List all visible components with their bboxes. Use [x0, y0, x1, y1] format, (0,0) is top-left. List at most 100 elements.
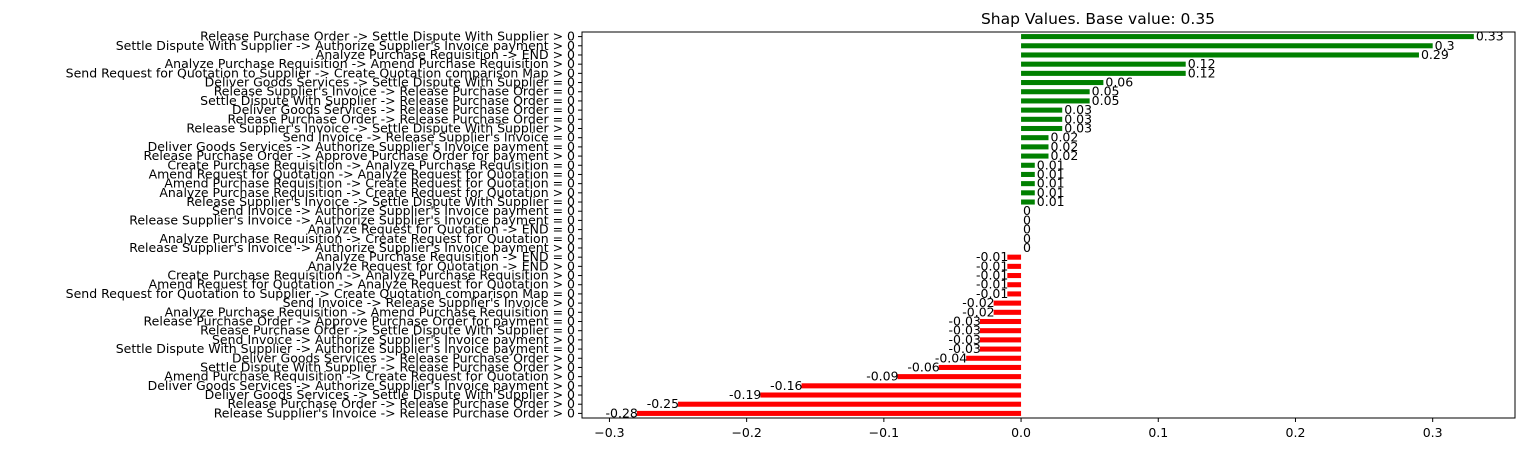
bar-value-label: 0.01 — [1037, 166, 1065, 181]
bar-value-label: 0.03 — [1064, 102, 1092, 117]
y-tick-label: Send Invoice -> Authorize Supplier's Inv… — [212, 332, 575, 347]
y-tick-label: Send Request for Quotation to Supplier -… — [66, 286, 575, 301]
bar — [1007, 273, 1022, 279]
y-tick-label: Amend Purchase Requisition -> Create Req… — [164, 176, 575, 191]
y-tick-label: Amend Request for Quotation -> Analyze R… — [149, 166, 575, 181]
bar-value-label: 0 — [1023, 203, 1031, 218]
bar-value-label: 0 — [1023, 240, 1031, 255]
y-tick-label: Analyze Purchase Requisition -> END = 0 — [316, 249, 575, 264]
bar-value-label: 0 — [1023, 222, 1031, 237]
y-tick-label: Send Request for Quotation to Supplier -… — [66, 65, 575, 80]
y-tick-label: Analyze Purchase Requisition -> Amend Pu… — [165, 304, 575, 319]
bar-value-label: 0.01 — [1037, 185, 1065, 200]
bar-value-label: 0.03 — [1064, 121, 1092, 136]
bar-value-label: -0.01 — [976, 286, 1008, 301]
bar-value-label: -0.28 — [606, 405, 638, 420]
y-tick-label: Release Purchase Order -> Approve Purcha… — [144, 148, 575, 163]
bar — [966, 355, 1022, 361]
bar-value-label: 0.02 — [1051, 148, 1079, 163]
bar — [993, 300, 1022, 306]
bar — [979, 346, 1022, 352]
bar-value-label: -0.09 — [866, 369, 898, 384]
bar — [1021, 89, 1090, 95]
x-tick-label: −0.1 — [869, 425, 899, 440]
y-tick-label: Release Purchase Order -> Release Purcha… — [228, 111, 575, 126]
y-tick-label: Release Supplier's Invoice -> Release Pu… — [214, 405, 575, 420]
y-tick-label: Release Supplier's Invoice -> Authorize … — [129, 212, 575, 227]
y-tick-label: Deliver Goods Services -> Authorize Supp… — [148, 139, 575, 154]
x-tick-label: −0.2 — [731, 425, 761, 440]
bars-layer — [636, 34, 1474, 416]
y-tick-label: Send Invoice -> Authorize Supplier's Inv… — [212, 203, 575, 218]
bar — [1021, 199, 1035, 205]
y-tick-label: Release Purchase Order -> Settle Dispute… — [200, 323, 575, 338]
bar — [636, 410, 1022, 416]
y-tick-label: Settle Dispute With Supplier -> Release … — [200, 359, 575, 374]
bar — [1021, 162, 1035, 168]
bar — [1021, 125, 1063, 132]
bar — [1021, 107, 1063, 113]
bar-value-label: 0.33 — [1476, 29, 1504, 44]
y-tick-label: Analyze Purchase Requisition -> Create R… — [159, 185, 575, 200]
y-tick-label: Settle Dispute With Supplier -> Authoriz… — [116, 341, 575, 356]
bar — [1021, 181, 1035, 187]
y-tick-label: Send Invoice -> Release Supplier's Invoi… — [283, 130, 575, 145]
bar-value-label: -0.01 — [976, 258, 1008, 273]
y-tick-labels: Release Purchase Order -> Settle Dispute… — [66, 29, 582, 420]
y-tick-label: Create Purchase Requisition -> Analyze P… — [167, 268, 575, 283]
bar — [897, 374, 1022, 380]
y-tick-label: Deliver Goods Services -> Settle Dispute… — [205, 75, 575, 90]
bar-value-label: 0.01 — [1037, 157, 1065, 172]
y-tick-label: Analyze Purchase Requisition -> Create R… — [159, 231, 575, 246]
bar-value-label: -0.01 — [976, 249, 1008, 264]
x-tick-label: 0.3 — [1423, 425, 1443, 440]
x-tick-label: −0.3 — [594, 425, 624, 440]
bar-value-label: 0.02 — [1051, 139, 1079, 154]
bar-value-label: -0.02 — [962, 304, 994, 319]
bar-value-label: -0.16 — [770, 378, 802, 393]
bar — [1021, 116, 1063, 122]
bar — [1021, 98, 1090, 104]
bar-value-label: 0.12 — [1188, 65, 1216, 80]
y-tick-label: Release Purchase Order -> Approve Purcha… — [144, 314, 575, 329]
bar-value-label: -0.02 — [962, 295, 994, 310]
bar — [1021, 52, 1419, 58]
chart-title: Shap Values. Base value: 0.35 — [981, 10, 1215, 28]
bar — [938, 364, 1022, 370]
bar-value-label: 0.06 — [1105, 75, 1133, 90]
bar-value-label: 0.02 — [1051, 130, 1079, 145]
bar-value-label: 0.03 — [1064, 111, 1092, 126]
bar-value-label: 0 — [1023, 212, 1031, 227]
bar — [1007, 291, 1022, 297]
x-tick-label: 0.2 — [1286, 425, 1306, 440]
bar-value-label: -0.03 — [949, 314, 981, 329]
bar-value-label: -0.06 — [907, 359, 939, 374]
bar-value-label: 0.01 — [1037, 194, 1065, 209]
bar-value-label: 0.3 — [1435, 38, 1455, 53]
bar — [678, 401, 1022, 407]
bar-value-label: 0.12 — [1188, 56, 1216, 71]
bar — [1021, 61, 1186, 67]
y-tick-label: Send Invoice -> Release Supplier's Invoi… — [283, 295, 575, 310]
y-tick-label: Deliver Goods Services -> Release Purcha… — [232, 102, 575, 117]
bar-value-label: -0.03 — [949, 323, 981, 338]
bar — [979, 337, 1022, 343]
bar — [1021, 144, 1049, 150]
bar — [760, 392, 1022, 398]
bar-value-label: -0.25 — [647, 396, 679, 411]
x-axis: −0.3 −0.2 −0.1 0.0 0.1 0.2 0.3 — [594, 418, 1443, 440]
y-tick-label: Amend Purchase Requisition -> Create Req… — [164, 369, 575, 384]
plot-frame — [581, 31, 1516, 419]
y-tick-label: Release Purchase Order -> Settle Dispute… — [200, 29, 575, 44]
bar-value-label: -0.03 — [949, 341, 981, 356]
value-labels: 0.330.30.290.120.120.060.050.050.030.030… — [606, 29, 1504, 421]
bar-value-label: -0.01 — [976, 268, 1008, 283]
bar — [801, 383, 1022, 389]
bar — [1007, 263, 1022, 269]
bar-value-label: -0.04 — [935, 350, 967, 365]
bar — [1021, 190, 1035, 196]
y-tick-label: Deliver Goods Services -> Settle Dispute… — [205, 387, 575, 402]
x-tick-label: 0.1 — [1148, 425, 1168, 440]
bar — [1021, 171, 1035, 177]
